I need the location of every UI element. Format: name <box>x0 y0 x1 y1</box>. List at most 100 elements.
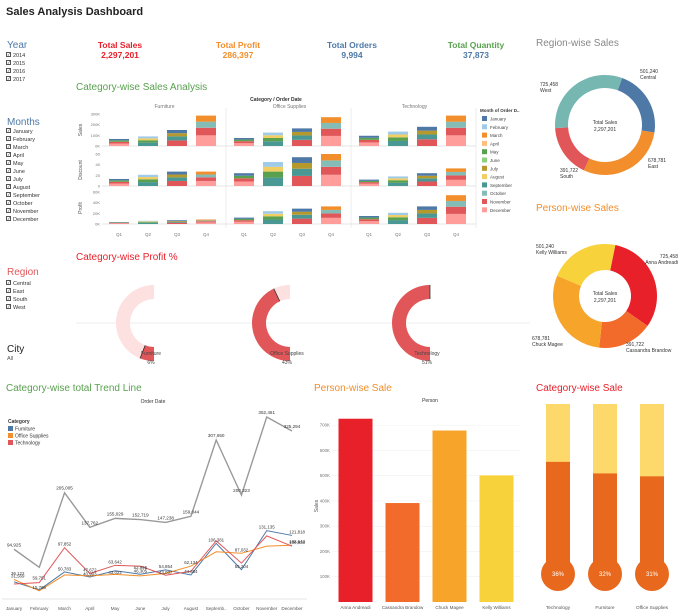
month-option[interactable]: ✓ November <box>6 208 40 216</box>
checkbox[interactable]: ✓ <box>6 52 11 58</box>
stacked-bar-segment <box>388 217 408 221</box>
y-axis-label: Sales <box>314 499 320 512</box>
region-option[interactable]: ✓ East <box>6 288 31 296</box>
checkbox[interactable]: ✓ <box>6 208 11 214</box>
quarter-label: Q3 <box>174 232 181 237</box>
checkbox[interactable]: ✓ <box>6 144 11 150</box>
region-option[interactable]: ✓ Central <box>6 280 31 288</box>
stacked-bar-segment <box>417 178 437 182</box>
bar-category-label: Kelly Williams <box>482 605 511 610</box>
month-option[interactable]: ✓ October <box>6 200 40 208</box>
data-label: 40,993 <box>83 571 97 576</box>
stacked-bar-segment <box>167 130 187 134</box>
region-option[interactable]: ✓ West <box>6 304 31 312</box>
thermo-fill <box>546 461 570 566</box>
year-option[interactable]: ✓ 2015 <box>6 60 25 68</box>
kpi-value: 2,297,201 <box>101 50 139 60</box>
month-option[interactable]: ✓ June <box>6 168 40 176</box>
checkbox[interactable]: ✓ <box>6 152 11 158</box>
month-tick: May <box>111 606 120 611</box>
data-label: 31,569 <box>11 574 25 579</box>
donut-name-label: West <box>540 88 552 94</box>
checkbox[interactable]: ✓ <box>6 168 11 174</box>
legend-label: June <box>490 158 500 163</box>
kpi-value: 286,397 <box>222 50 254 60</box>
checkbox[interactable]: ✓ <box>6 304 11 310</box>
checkbox[interactable]: ✓ <box>6 184 11 190</box>
checkbox[interactable]: ✓ <box>6 288 11 294</box>
year-option-label: 2016 <box>13 69 26 75</box>
month-option[interactable]: ✓ July <box>6 176 40 184</box>
month-option[interactable]: ✓ December <box>6 216 40 224</box>
checkbox[interactable]: ✓ <box>6 136 11 142</box>
checkbox[interactable]: ✓ <box>6 296 11 302</box>
axis-tick: 0K <box>95 222 100 227</box>
stacked-bar-segment <box>263 132 283 136</box>
stacked-bar-segment <box>388 215 408 218</box>
stacked-bar-segment <box>167 171 187 175</box>
checkbox[interactable]: ✓ <box>6 160 11 166</box>
legend-label: Furniture <box>15 427 35 433</box>
stacked-bar-segment <box>417 126 437 131</box>
stacked-bar-segment <box>234 178 254 182</box>
stacked-bar-segment <box>292 162 312 169</box>
checkbox[interactable]: ✓ <box>6 176 11 182</box>
legend-label: Technology <box>15 441 41 447</box>
trend-line-series <box>13 544 293 592</box>
trend-line-series <box>13 530 293 591</box>
year-option[interactable]: ✓ 2016 <box>6 68 25 76</box>
region-option[interactable]: ✓ South <box>6 296 31 304</box>
kpi-label: Total Orders <box>327 40 377 50</box>
data-label: 59,751 <box>33 576 47 581</box>
month-option[interactable]: ✓ September <box>6 192 40 200</box>
stacked-bar-segment <box>167 174 187 178</box>
month-tick: February <box>30 606 49 611</box>
stacked-bar-segment <box>446 195 466 201</box>
data-label: 352,461 <box>258 410 275 415</box>
data-label: 100,833 <box>289 540 305 545</box>
checkbox[interactable]: ✓ <box>6 76 11 82</box>
bar-header: Person <box>422 398 438 404</box>
checkbox[interactable]: ✓ <box>6 128 11 134</box>
bar-category-label: Chuck Magee <box>435 605 464 610</box>
y-tick: 400K <box>320 498 330 503</box>
month-option[interactable]: ✓ August <box>6 184 40 192</box>
data-label: 63,642 <box>108 560 122 565</box>
trend-line-series <box>13 535 293 585</box>
gauge-category-label: Furniture <box>141 351 161 357</box>
checkbox[interactable]: ✓ <box>6 216 11 222</box>
month-option[interactable]: ✓ May <box>6 160 40 168</box>
year-option[interactable]: ✓ 2017 <box>6 76 25 84</box>
stacked-bar-segment <box>263 137 283 142</box>
gauge-category-label: Technology <box>414 351 440 357</box>
trend-axis-title: Order Date <box>141 399 166 405</box>
checkbox[interactable]: ✓ <box>6 68 11 74</box>
year-option-label: 2014 <box>13 53 26 59</box>
stacked-bar-segment <box>292 175 312 186</box>
donut-value-label: 391,722 <box>560 168 578 174</box>
axis-tick: 20K <box>93 211 100 216</box>
city-filter-value[interactable]: All <box>7 356 14 362</box>
checkbox[interactable]: ✓ <box>6 280 11 286</box>
data-label: 131,135 <box>259 525 275 530</box>
row-label: Sales <box>78 123 84 136</box>
region-sales-title: Region-wise Sales <box>536 38 619 49</box>
stacked-bar-segment <box>446 213 466 224</box>
axis-tick: 40 <box>96 162 101 167</box>
month-option[interactable]: ✓ April <box>6 152 40 160</box>
stacked-bar-segment <box>359 179 379 181</box>
stacked-bar-segment <box>196 115 216 122</box>
checkbox[interactable]: ✓ <box>6 192 11 198</box>
data-label: 44,884 <box>184 569 198 574</box>
month-option[interactable]: ✓ January <box>6 128 40 136</box>
category-sales-title: Category-wise Sales Analysis <box>76 82 208 93</box>
year-option[interactable]: ✓ 2014 <box>6 52 25 60</box>
checkbox[interactable]: ✓ <box>6 200 11 206</box>
month-tick: March <box>58 606 71 611</box>
month-option[interactable]: ✓ March <box>6 144 40 152</box>
checkbox[interactable]: ✓ <box>6 60 11 66</box>
month-option[interactable]: ✓ February <box>6 136 40 144</box>
stacked-bar-segment <box>167 220 187 222</box>
stacked-bar-segment <box>321 154 341 161</box>
quarter-label: Q4 <box>328 232 335 237</box>
